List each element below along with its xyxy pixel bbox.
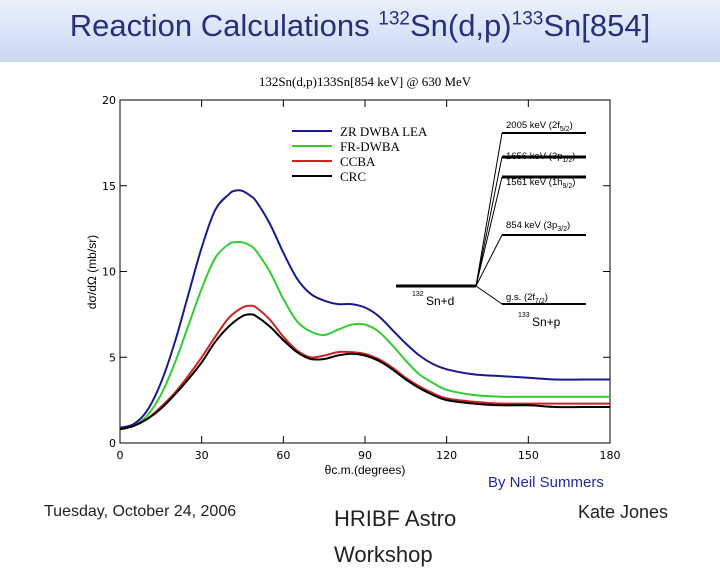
y-tick-label: 10	[102, 266, 116, 279]
author-credit: By Neil Summers	[488, 474, 604, 491]
x-tick-label: 30	[195, 449, 209, 462]
legend-entry: FR-DWBA	[340, 139, 401, 154]
footer-date: Tuesday, October 24, 2006	[44, 503, 237, 520]
y-axis-label: dσ/dΩ (mb/sr)	[85, 235, 99, 309]
entrance-label: Sn+d	[426, 294, 454, 308]
series-line-ccba	[119, 304, 610, 431]
transition-line	[475, 234, 503, 287]
legend-entry: CCBA	[340, 154, 376, 169]
x-axis-label: θc.m.(degrees)	[325, 463, 406, 477]
level-label: 1561 keV (1h9/2)	[506, 177, 575, 190]
footer-presenter: Kate Jones	[578, 502, 669, 522]
series-line-zr-dwba-lea	[119, 189, 610, 429]
slide-title: Reaction Calculations 132Sn(d,p)133Sn[85…	[0, 8, 720, 44]
x-tick-label: 150	[518, 449, 539, 462]
title-band	[0, 0, 720, 62]
level-label: g.s. (2f7/2)	[506, 292, 548, 305]
level-label: 1656 keV (3p1/2)	[506, 151, 575, 164]
x-tick-label: 180	[600, 449, 621, 462]
y-tick-label: 15	[102, 180, 116, 193]
title-superscript: 132	[378, 8, 410, 30]
legend-entry: CRC	[340, 169, 366, 184]
y-tick-label: 0	[109, 437, 116, 450]
level-label: 854 keV (3p3/2)	[506, 220, 570, 233]
title-superscript: 133	[511, 8, 544, 30]
x-tick-label: 90	[358, 449, 372, 462]
transition-line	[475, 156, 503, 287]
transition-line	[475, 132, 503, 287]
x-tick-label: 120	[436, 449, 457, 462]
exit-mass-number: 133	[518, 312, 530, 319]
level-label: 2005 keV (2f5/2)	[506, 120, 573, 133]
series-line-fr-dwba	[119, 241, 610, 431]
x-tick-label: 60	[276, 449, 290, 462]
transition-line	[475, 285, 503, 305]
chart-title: 132Sn(d,p)133Sn[854 keV] @ 630 MeV	[259, 74, 472, 89]
footer-event: HRIBF Astro Workshop	[334, 506, 457, 567]
x-tick-label: 0	[117, 449, 124, 462]
series-line-crc	[119, 313, 610, 431]
legend-entry: ZR DWBA LEA	[340, 124, 428, 139]
title-part: Sn[854]	[543, 8, 651, 43]
title-part: Sn(d,p)	[409, 8, 512, 43]
exit-label: Sn+p	[532, 315, 561, 329]
title-part: Reaction Calculations	[69, 8, 379, 43]
y-tick-label: 20	[102, 94, 116, 107]
transition-line	[475, 176, 503, 287]
y-tick-label: 5	[109, 351, 116, 364]
entrance-mass-number: 132	[412, 291, 424, 298]
cross-section-chart: 132Sn(d,p)133Sn[854 keV] @ 630 MeV 0 30 60 9…	[85, 74, 621, 477]
